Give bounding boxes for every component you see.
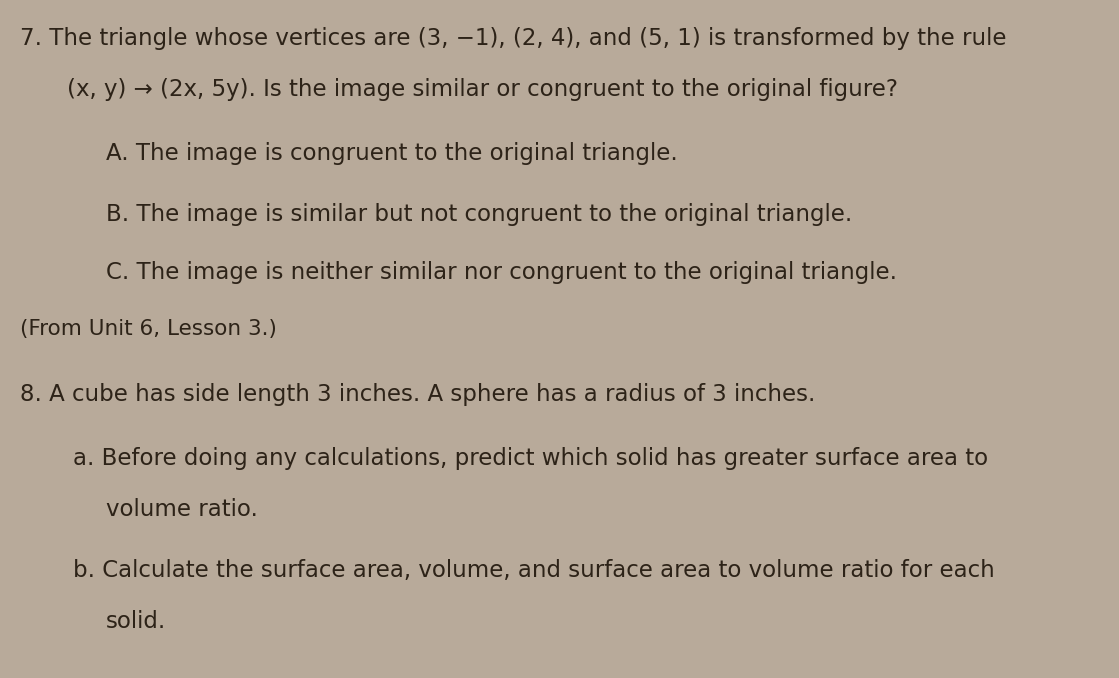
Text: (From Unit 6, Lesson 3.): (From Unit 6, Lesson 3.) — [20, 319, 278, 338]
Text: (x, y) → (2x, 5y). Is the image similar or congruent to the original figure?: (x, y) → (2x, 5y). Is the image similar … — [67, 78, 899, 101]
Text: solid.: solid. — [106, 610, 167, 633]
Text: C. The image is neither similar nor congruent to the original triangle.: C. The image is neither similar nor cong… — [106, 261, 897, 284]
Text: volume ratio.: volume ratio. — [106, 498, 258, 521]
Text: b. Calculate the surface area, volume, and surface area to volume ratio for each: b. Calculate the surface area, volume, a… — [73, 559, 995, 582]
Text: A. The image is congruent to the original triangle.: A. The image is congruent to the origina… — [106, 142, 678, 165]
Text: B. The image is similar but not congruent to the original triangle.: B. The image is similar but not congruen… — [106, 203, 853, 226]
Text: a. Before doing any calculations, predict which solid has greater surface area t: a. Before doing any calculations, predic… — [73, 447, 988, 471]
Text: 7. The triangle whose vertices are (3, −1), (2, 4), and (5, 1) is transformed by: 7. The triangle whose vertices are (3, −… — [20, 27, 1007, 50]
Text: 8. A cube has side length 3 inches. A sphere has a radius of 3 inches.: 8. A cube has side length 3 inches. A sp… — [20, 383, 816, 406]
